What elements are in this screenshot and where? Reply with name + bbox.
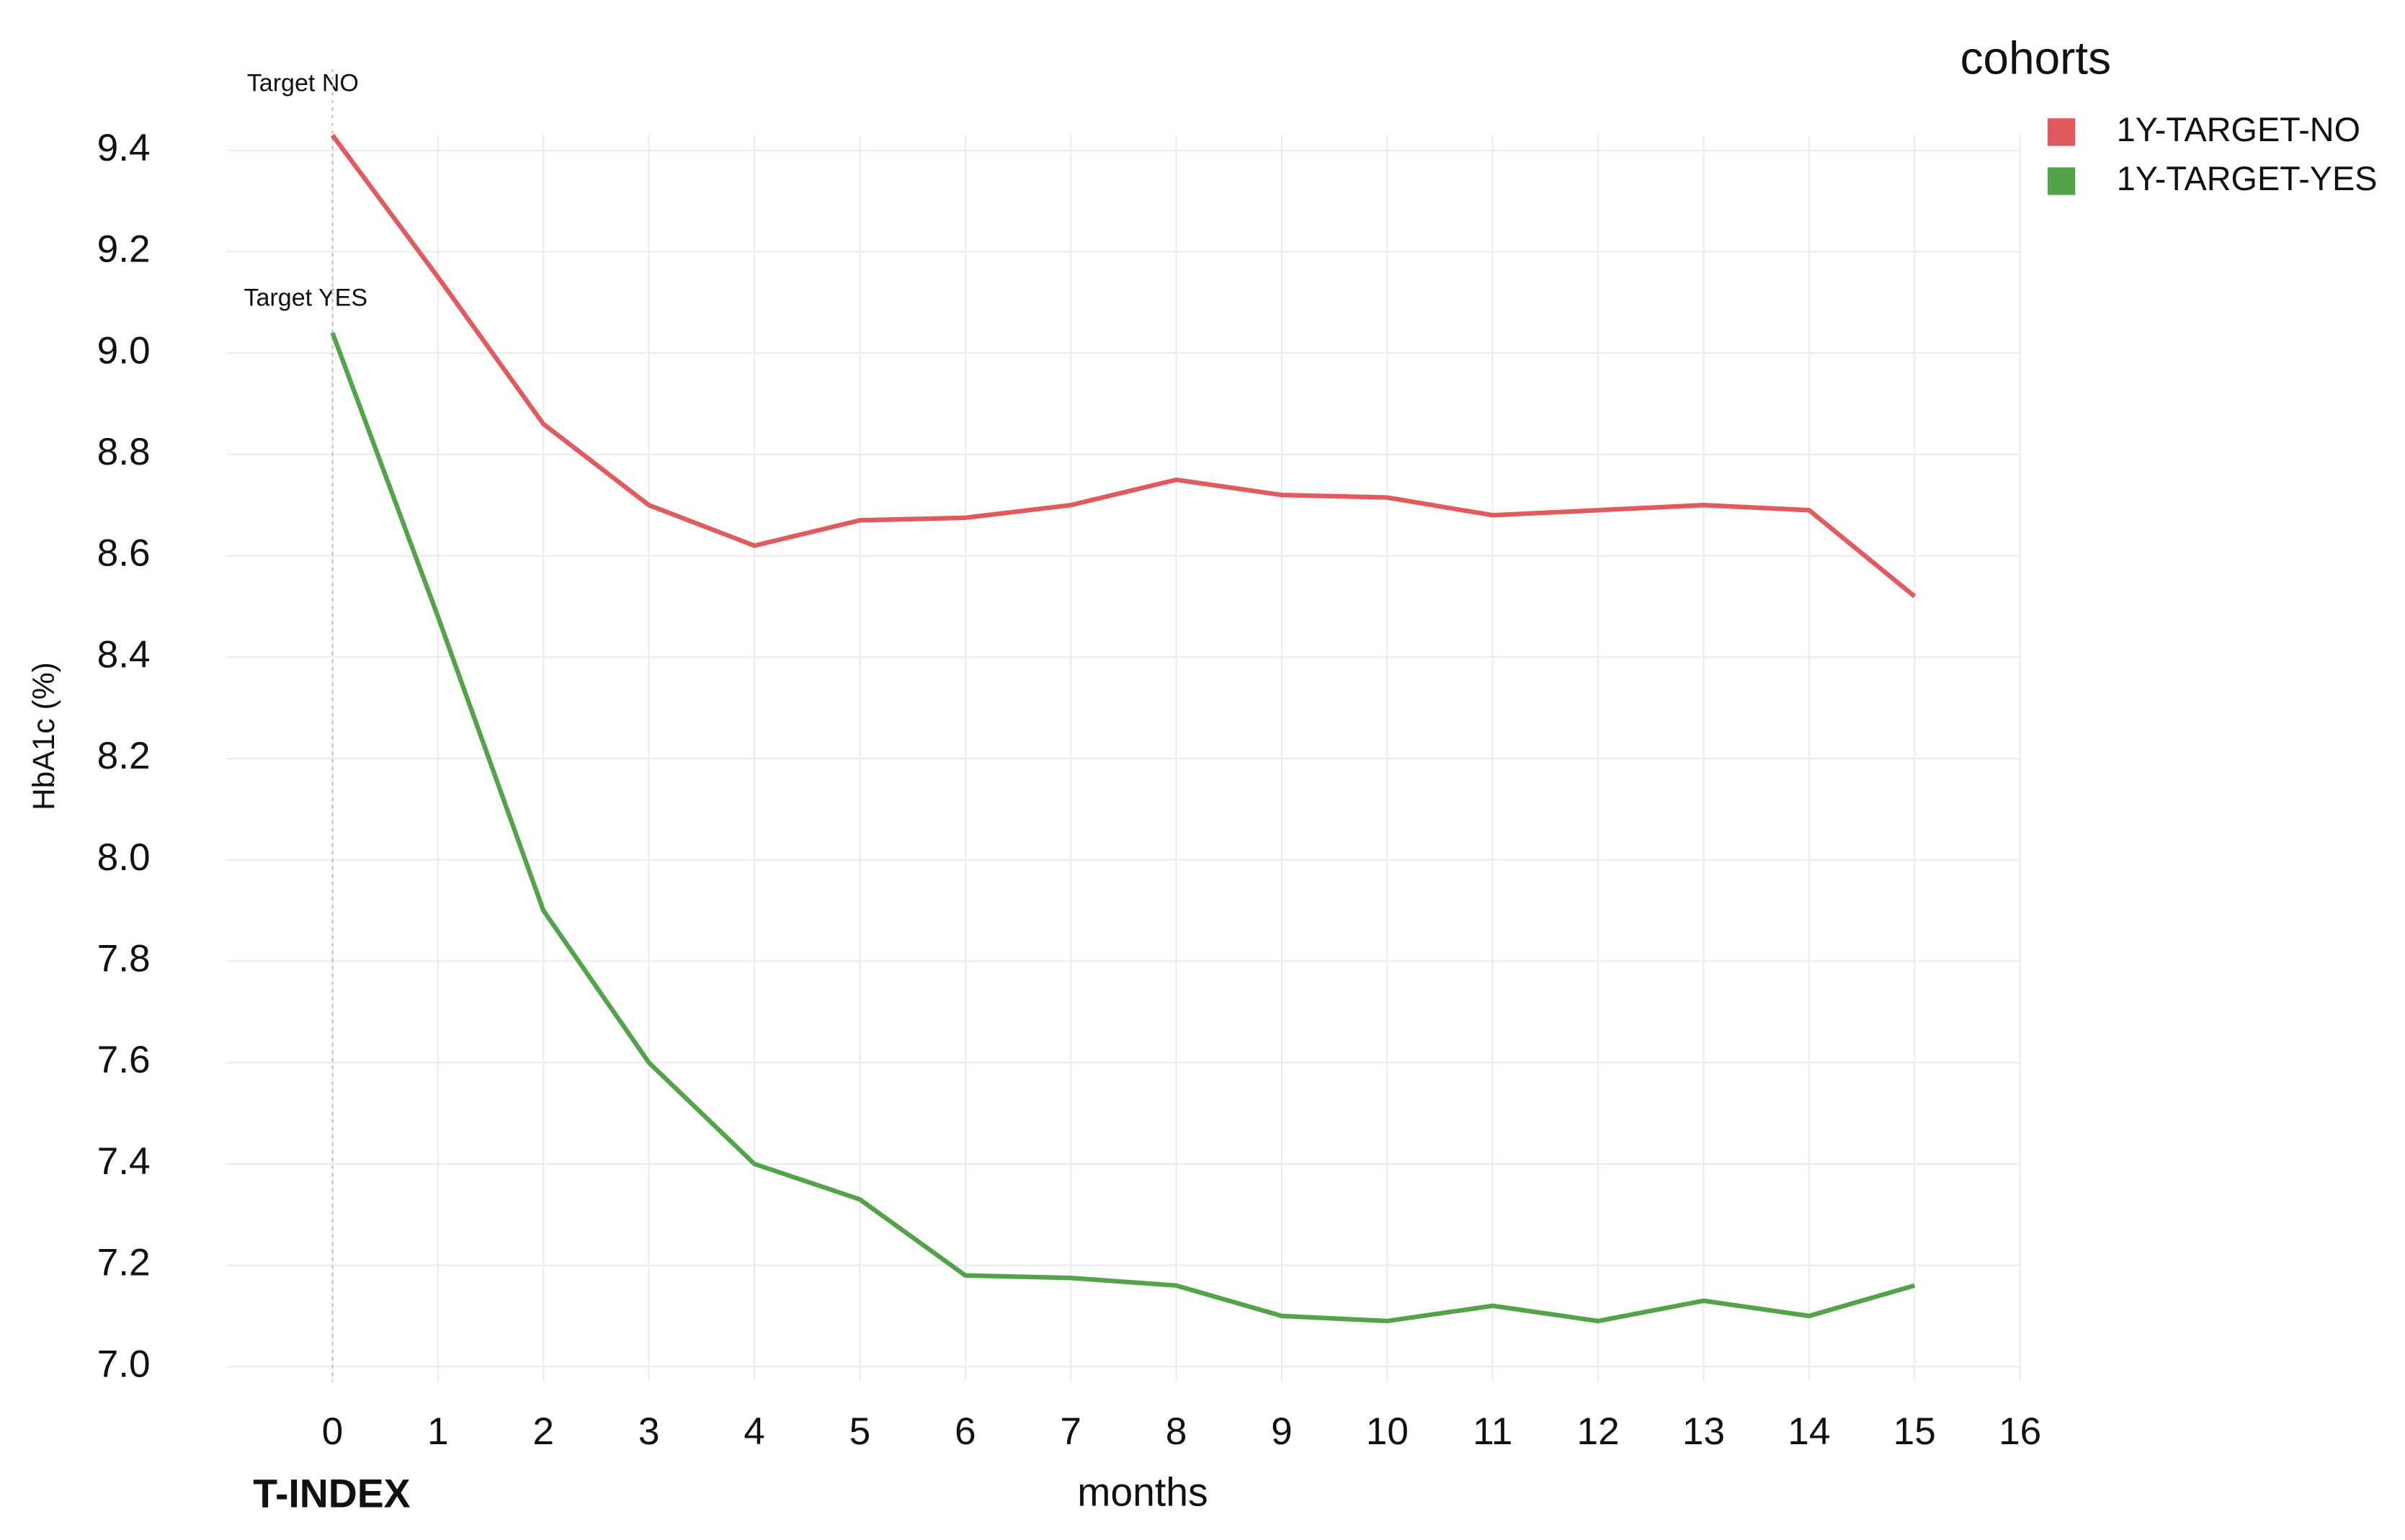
- x-tick-label: 14: [1788, 1410, 1830, 1453]
- legend-label: 1Y-TARGET-NO: [2117, 111, 2360, 148]
- annotation: T-INDEX: [253, 1472, 410, 1516]
- y-axis-label: HbA1c (%): [27, 662, 61, 810]
- x-axis-label: months: [1077, 1470, 1208, 1515]
- y-tick-label: 7.4: [97, 1140, 151, 1183]
- y-tick-label: 8.6: [97, 532, 151, 575]
- y-tick-label: 7.6: [97, 1039, 151, 1081]
- x-tick-label: 7: [1060, 1410, 1081, 1453]
- x-tick-label: 0: [322, 1410, 344, 1453]
- x-tick-label: 10: [1366, 1410, 1409, 1453]
- series-line: [330, 133, 1917, 599]
- y-tick-label: 7.8: [97, 938, 151, 980]
- x-tick-label: 1: [427, 1410, 449, 1453]
- y-tick-label: 9.2: [97, 228, 151, 271]
- x-tick-label: 5: [849, 1410, 871, 1453]
- legend-label: 1Y-TARGET-YES: [2117, 160, 2378, 197]
- y-tick-label: 8.4: [97, 633, 151, 676]
- y-tick-label: 8.2: [97, 735, 151, 777]
- legend-swatch: [2047, 167, 2076, 195]
- x-tick-label: 15: [1893, 1410, 1936, 1453]
- legend-title: cohorts: [1960, 32, 2111, 84]
- x-tick-label: 2: [532, 1410, 554, 1453]
- series-line: [330, 331, 1916, 1324]
- x-tick-label: 9: [1271, 1410, 1293, 1453]
- annotation: Target NO: [247, 69, 359, 97]
- y-tick-label: 9.4: [97, 127, 151, 169]
- y-tick-label: 8.0: [97, 836, 151, 879]
- x-tick-label: 12: [1577, 1410, 1620, 1453]
- y-tick-label: 9.0: [97, 329, 151, 372]
- x-tick-label: 6: [955, 1410, 976, 1453]
- legend-swatch: [2047, 118, 2076, 146]
- x-tick-label: 13: [1682, 1410, 1725, 1453]
- x-tick-label: 4: [744, 1410, 765, 1453]
- x-tick-label: 16: [1999, 1410, 2041, 1453]
- y-tick-label: 7.0: [97, 1343, 151, 1385]
- y-tick-label: 8.8: [97, 431, 151, 473]
- x-tick-label: 8: [1166, 1410, 1187, 1453]
- y-tick-label: 7.2: [97, 1242, 151, 1284]
- x-tick-label: 11: [1473, 1410, 1512, 1453]
- annotation: Target YES: [244, 284, 367, 311]
- x-tick-label: 3: [638, 1410, 660, 1453]
